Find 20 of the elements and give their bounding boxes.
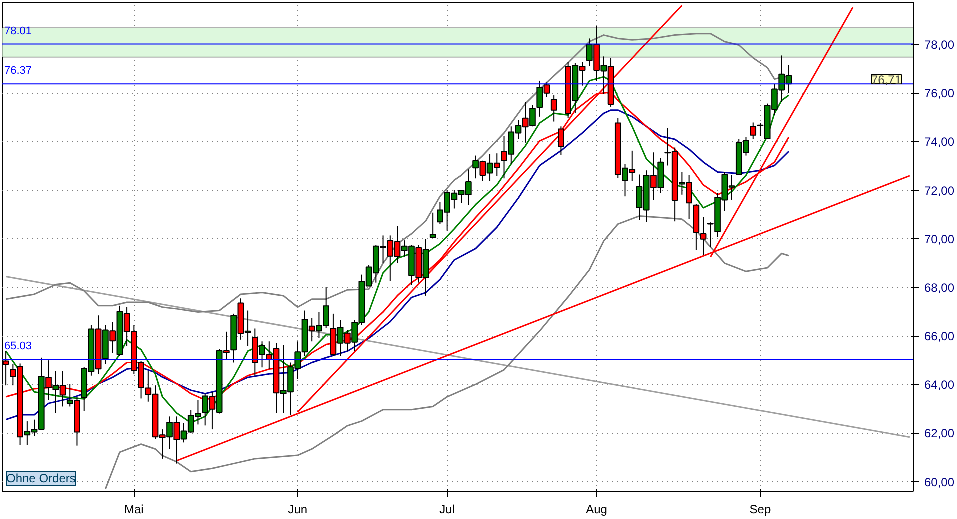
- y-tick-label: 64,00: [924, 378, 955, 392]
- y-tick-label: 66,00: [924, 330, 955, 344]
- y-tick-label: 76,00: [924, 86, 955, 101]
- y-tick-label: 72,00: [924, 184, 955, 198]
- annotation: Ohne Orders: [6, 472, 76, 486]
- ref-line-label: 78.01: [4, 25, 32, 38]
- y-tick-label: 70,00: [924, 232, 955, 246]
- ref-line-label: 65.03: [4, 340, 32, 353]
- x-tick-label: Aug: [586, 502, 608, 516]
- x-tick-label: Jun: [288, 502, 308, 516]
- ref-line-label: 76.37: [4, 65, 32, 78]
- y-tick-label: 60,00: [924, 475, 955, 490]
- y-tick-label: 74,00: [924, 135, 955, 150]
- x-tick-label: Jul: [440, 502, 455, 516]
- x-tick-label: Mai: [124, 502, 144, 516]
- y-tick-label: 78,00: [924, 38, 955, 52]
- y-tick-label: 62,00: [924, 426, 955, 441]
- x-tick-label: Sep: [750, 502, 772, 516]
- y-tick-label: 68,00: [924, 280, 955, 295]
- annotation: 76,71: [872, 72, 902, 87]
